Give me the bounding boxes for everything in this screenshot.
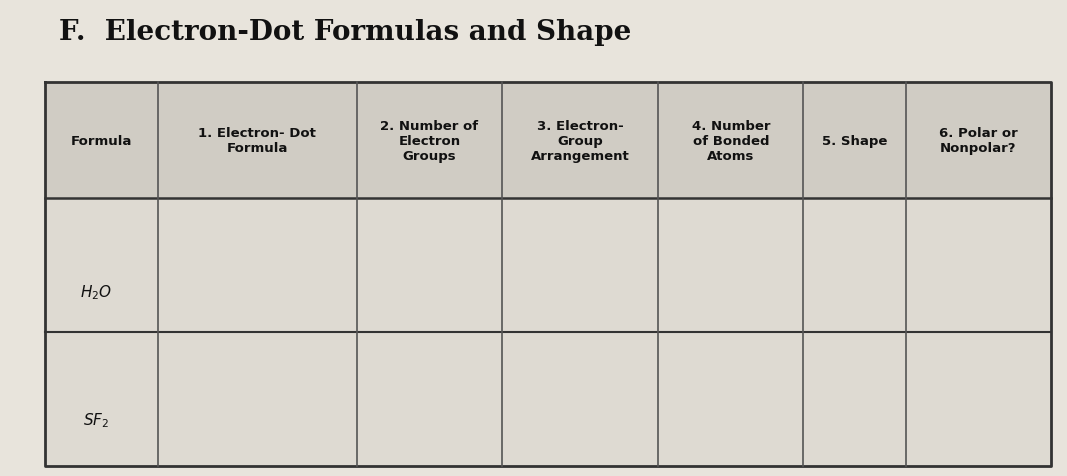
Text: 5. Shape: 5. Shape bbox=[822, 134, 888, 147]
Text: F.  Electron-Dot Formulas and Shape: F. Electron-Dot Formulas and Shape bbox=[59, 19, 631, 46]
Text: SF$_2$: SF$_2$ bbox=[82, 410, 109, 429]
Text: H$_2$O: H$_2$O bbox=[80, 283, 112, 301]
Text: 4. Number
of Bonded
Atoms: 4. Number of Bonded Atoms bbox=[691, 119, 770, 162]
Text: 6. Polar or
Nonpolar?: 6. Polar or Nonpolar? bbox=[939, 127, 1018, 155]
Bar bbox=[45, 83, 1051, 466]
Bar bbox=[45, 83, 1051, 198]
Text: 1. Electron- Dot
Formula: 1. Electron- Dot Formula bbox=[198, 127, 316, 155]
Text: 2. Number of
Electron
Groups: 2. Number of Electron Groups bbox=[381, 119, 479, 162]
Text: 3. Electron-
Group
Arrangement: 3. Electron- Group Arrangement bbox=[530, 119, 630, 162]
Text: Formula: Formula bbox=[70, 134, 132, 147]
